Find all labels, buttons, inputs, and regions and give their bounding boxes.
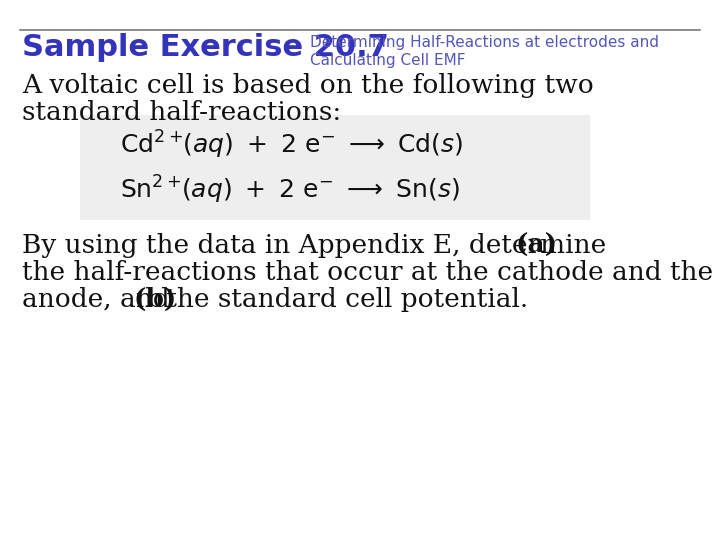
Text: Sample Exercise 20.7: Sample Exercise 20.7 — [22, 33, 389, 63]
Text: Calculating Cell EMF: Calculating Cell EMF — [310, 52, 466, 68]
Text: A voltaic cell is based on the following two: A voltaic cell is based on the following… — [22, 72, 594, 98]
Text: By using the data in Appendix E, determine: By using the data in Appendix E, determi… — [22, 233, 615, 258]
Text: $\mathrm{Sn^{2+}\!}$$\mathit{(aq)}$$\mathrm{\ +\ 2\ e^{-}\ \longrightarrow\ Sn(\: $\mathrm{Sn^{2+}\!}$$\mathit{(aq)}$$\mat… — [120, 174, 460, 206]
Text: Determining Half-Reactions at electrodes and: Determining Half-Reactions at electrodes… — [310, 36, 659, 51]
Text: (b): (b) — [134, 287, 177, 312]
Text: $\mathrm{Cd^{2+}\!}$$\mathit{(aq)}$$\mathrm{\ +\ 2\ e^{-}\ \longrightarrow\ Cd(\: $\mathrm{Cd^{2+}\!}$$\mathit{(aq)}$$\mat… — [120, 129, 463, 161]
Text: standard half-reactions:: standard half-reactions: — [22, 99, 341, 125]
Text: anode, and: anode, and — [22, 287, 178, 312]
Text: the half-reactions that occur at the cathode and the: the half-reactions that occur at the cat… — [22, 260, 713, 285]
Text: the standard cell potential.: the standard cell potential. — [158, 287, 528, 312]
Text: (a): (a) — [516, 233, 558, 258]
FancyBboxPatch shape — [80, 115, 590, 220]
